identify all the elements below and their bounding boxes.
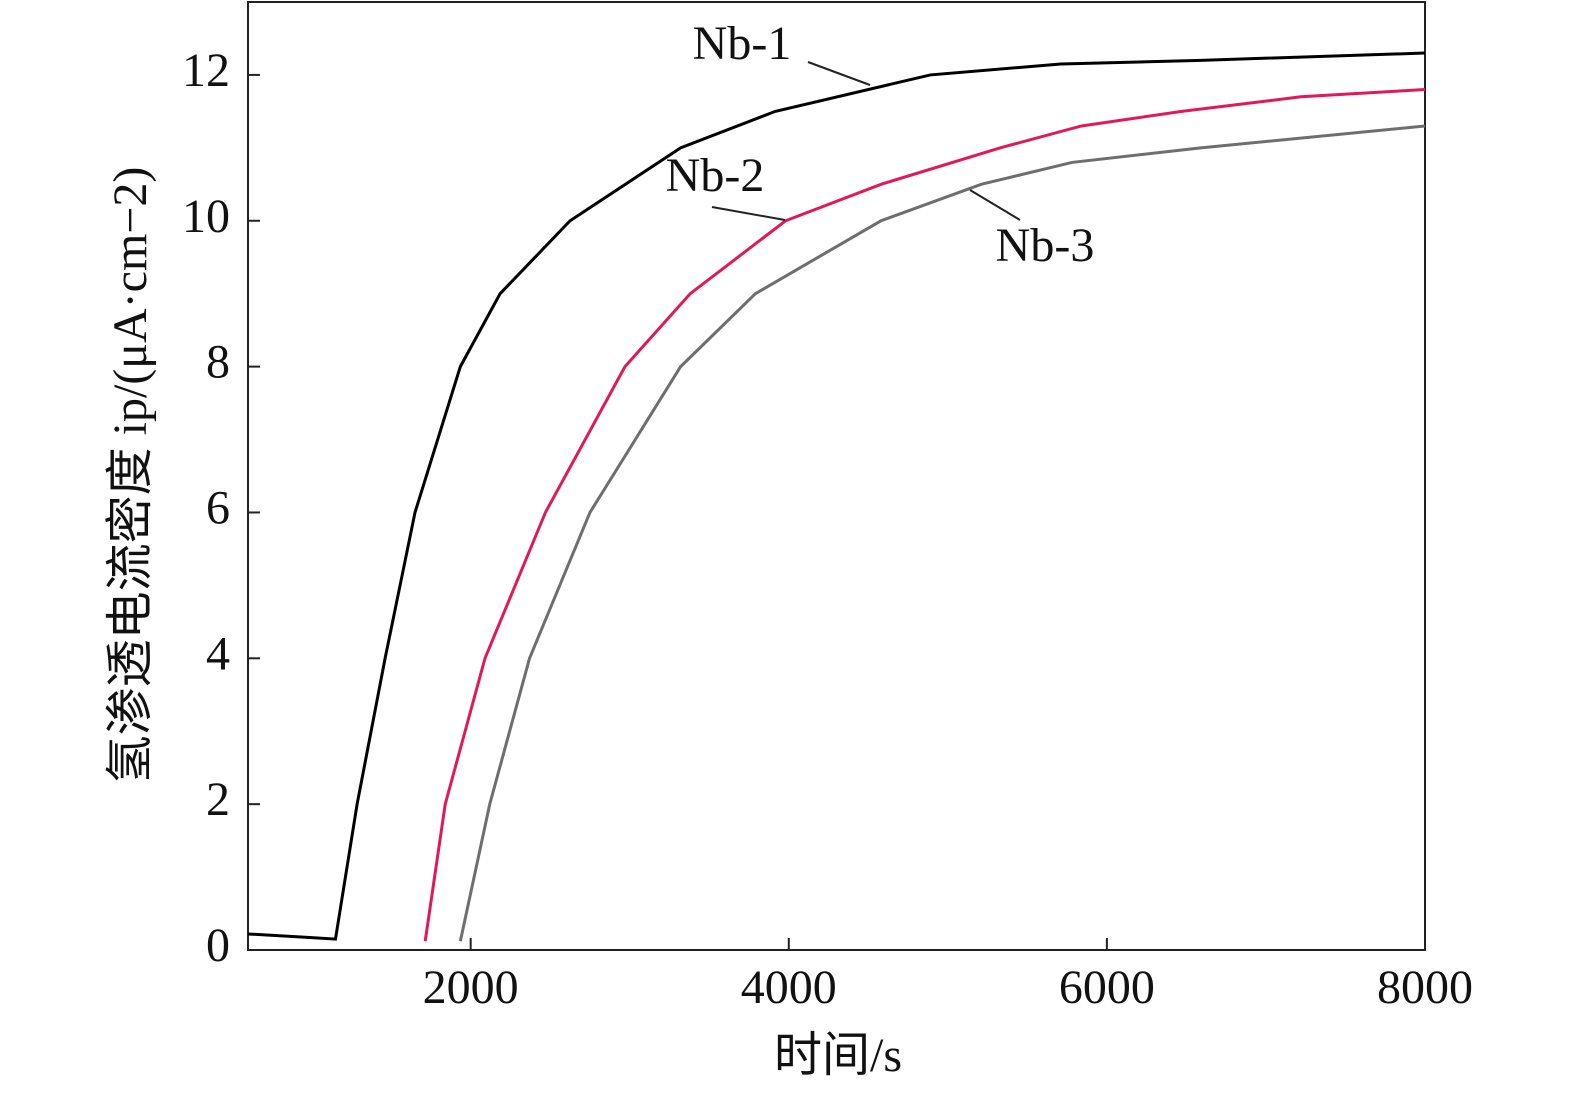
annotation-leader bbox=[711, 206, 786, 221]
plot-frame bbox=[247, 1, 1426, 951]
series-label: Nb-2 bbox=[666, 149, 765, 202]
y-tick-label: 8 bbox=[206, 336, 230, 389]
series-line bbox=[458, 124, 1426, 942]
series-line bbox=[247, 51, 1426, 941]
x-tick-label: 4000 bbox=[741, 961, 837, 1014]
y-tick-label: 12 bbox=[182, 44, 230, 97]
y-tick-label: 2 bbox=[206, 773, 230, 826]
y-tick-label: 6 bbox=[206, 481, 230, 534]
y-axis-label: 氢渗透电流密度 ip/(μA·cm−2) bbox=[104, 167, 157, 784]
x-tick-label: 6000 bbox=[1059, 961, 1155, 1014]
y-tick-label: 10 bbox=[182, 190, 230, 243]
series-line bbox=[423, 88, 1426, 942]
series-label: Nb-1 bbox=[693, 17, 792, 70]
x-tick-label: 8000 bbox=[1377, 961, 1473, 1014]
x-tick-label: 2000 bbox=[423, 961, 519, 1014]
y-tick-label: 0 bbox=[206, 919, 230, 972]
x-axis-label: 时间/s bbox=[774, 1029, 902, 1082]
annotation-leader bbox=[807, 61, 871, 86]
annotation-leader bbox=[969, 189, 1021, 221]
series-label: Nb-3 bbox=[996, 219, 1095, 272]
y-tick-label: 4 bbox=[206, 627, 230, 680]
